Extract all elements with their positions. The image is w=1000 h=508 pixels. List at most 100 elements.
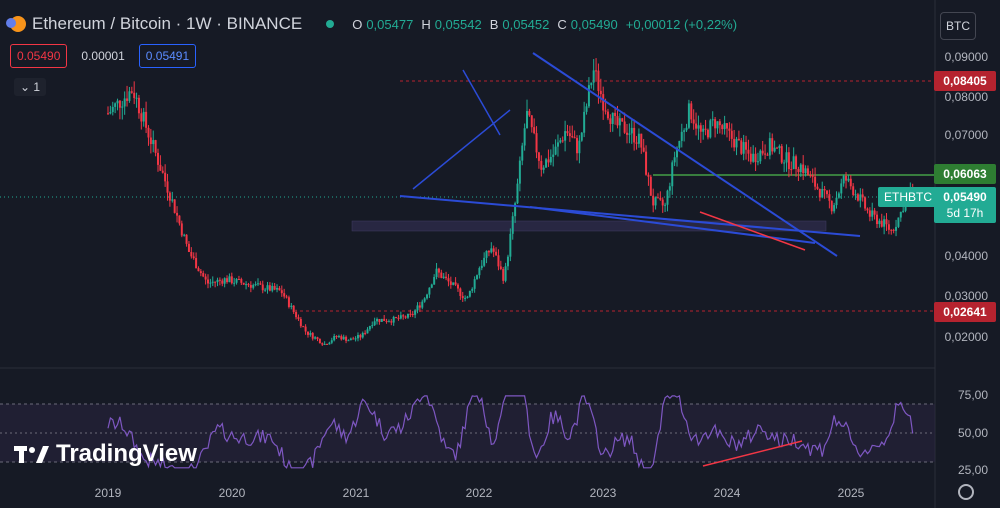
trendline-lower bbox=[399, 195, 861, 237]
candle-body bbox=[628, 133, 631, 135]
candle-body bbox=[380, 318, 383, 322]
candlestick-series bbox=[107, 58, 914, 346]
candle-body bbox=[414, 310, 417, 315]
candle-body bbox=[523, 128, 526, 146]
ohlc-c-key: C bbox=[557, 16, 567, 32]
candle-body bbox=[554, 146, 557, 155]
candle-body bbox=[142, 111, 145, 122]
candle-body bbox=[290, 305, 293, 307]
ohlc-h-key: H bbox=[421, 16, 431, 32]
candle-body bbox=[659, 197, 662, 200]
candle-body bbox=[178, 215, 181, 224]
candle-body bbox=[237, 279, 240, 281]
candle-body bbox=[756, 161, 759, 163]
candle-body bbox=[592, 70, 595, 83]
candle-body bbox=[804, 168, 807, 174]
candle-body bbox=[249, 285, 252, 288]
candle-body bbox=[354, 338, 357, 340]
candle-body bbox=[402, 315, 405, 317]
candle-body bbox=[647, 174, 650, 177]
candle-body bbox=[147, 127, 150, 138]
price-tag-high[interactable]: 0,08405 bbox=[934, 71, 996, 91]
candle-body bbox=[326, 343, 329, 345]
candle-body bbox=[833, 205, 836, 212]
candle-body bbox=[368, 326, 371, 330]
candle-body bbox=[211, 281, 214, 283]
candle-body bbox=[209, 282, 212, 284]
candle-body bbox=[285, 296, 288, 298]
candle-body bbox=[111, 106, 114, 112]
candle-body bbox=[766, 154, 769, 156]
candle-body bbox=[278, 288, 281, 291]
price-tag-green-line[interactable]: 0,06063 bbox=[934, 164, 996, 184]
rsi-line bbox=[107, 394, 914, 469]
candle-body bbox=[895, 226, 898, 231]
candle-body bbox=[306, 331, 309, 335]
candle-body bbox=[116, 100, 119, 104]
candle-body bbox=[668, 186, 671, 191]
candle-body bbox=[228, 276, 231, 283]
candle-body bbox=[526, 111, 529, 129]
candle-body bbox=[856, 194, 859, 201]
buy-button[interactable]: 0.05491 bbox=[138, 44, 197, 68]
candle-body bbox=[418, 305, 421, 308]
candle-body bbox=[711, 119, 714, 121]
candle-body bbox=[276, 288, 279, 290]
candle-body bbox=[409, 313, 412, 315]
candle-body bbox=[476, 275, 479, 280]
candle-body bbox=[399, 315, 402, 319]
candle-body bbox=[126, 98, 129, 101]
sell-button[interactable]: 0.05490 bbox=[10, 44, 68, 68]
settings-gear-icon[interactable] bbox=[958, 484, 974, 500]
candle-body bbox=[376, 319, 379, 322]
candle-body bbox=[759, 150, 762, 162]
candle-body bbox=[202, 273, 205, 277]
channel-line bbox=[412, 109, 511, 190]
candle-body bbox=[809, 175, 812, 177]
candle-body bbox=[430, 284, 433, 288]
indicator-collapse-button[interactable]: ⌄ 1 bbox=[14, 78, 47, 96]
candle-body bbox=[699, 125, 702, 132]
pair-title[interactable]: Ethereum / Bitcoin · 1W · BINANCE bbox=[32, 14, 303, 33]
candle-body bbox=[535, 133, 538, 153]
candle-body bbox=[135, 97, 138, 99]
candle-body bbox=[233, 282, 236, 284]
candle-body bbox=[345, 336, 348, 341]
ohlc-readout: O 0,05477 H 0,05542 B 0,05452 C 0,05490 +0,0… bbox=[352, 17, 741, 32]
watermark-text: TradingView bbox=[56, 440, 197, 467]
candle-body bbox=[540, 160, 543, 170]
ohlc-change: +0,00012 (+0,22%) bbox=[625, 16, 738, 32]
candle-body bbox=[280, 290, 283, 294]
candle-body bbox=[897, 217, 900, 227]
candle-body bbox=[887, 224, 890, 230]
candle-body bbox=[671, 162, 674, 187]
ohlc-o-key: O bbox=[352, 16, 363, 32]
currency-button[interactable]: BTC bbox=[940, 12, 976, 40]
channel-line-2 bbox=[462, 69, 501, 136]
candle-body bbox=[385, 320, 388, 322]
candle-body bbox=[221, 280, 224, 284]
candle-body bbox=[466, 296, 469, 298]
candle-body bbox=[487, 250, 490, 253]
candle-body bbox=[123, 98, 126, 107]
y-axis-label: 0,07000 bbox=[944, 128, 988, 142]
price-tag-low[interactable]: 0,02641 bbox=[934, 302, 996, 322]
candle-body bbox=[195, 258, 198, 269]
candle-body bbox=[247, 284, 250, 286]
candle-body bbox=[528, 111, 531, 116]
candle-body bbox=[199, 271, 202, 274]
candle-body bbox=[173, 199, 176, 213]
x-axis-label: 2019 bbox=[94, 486, 122, 500]
candle-body bbox=[878, 220, 881, 225]
last-price-tag: 0,05490 5d 17h bbox=[934, 187, 996, 223]
candle-body bbox=[564, 131, 567, 141]
candle-body bbox=[752, 153, 755, 162]
candle-body bbox=[192, 256, 195, 259]
candle-body bbox=[666, 190, 669, 205]
indicator-count: 1 bbox=[33, 80, 41, 94]
candle-body bbox=[799, 164, 802, 173]
candle-body bbox=[364, 332, 367, 334]
candle-body bbox=[109, 111, 112, 114]
candle-body bbox=[645, 151, 648, 175]
